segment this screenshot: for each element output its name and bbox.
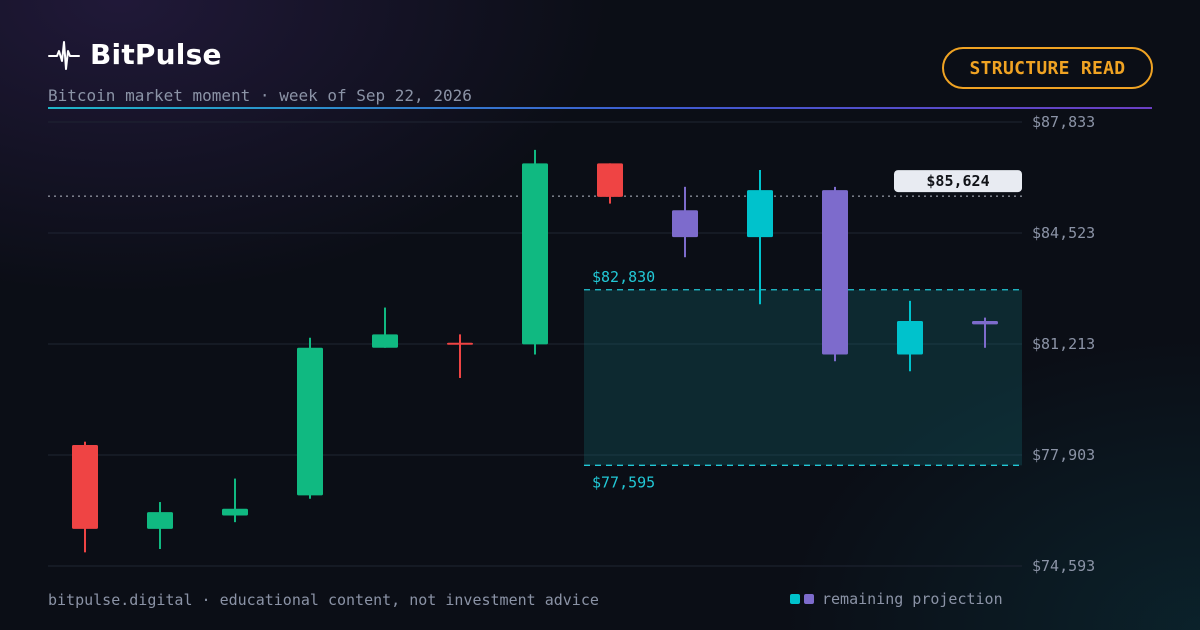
legend-label: remaining projection	[822, 590, 1003, 608]
pulse-icon	[48, 40, 80, 70]
structure-read-badge: STRUCTURE READ	[942, 47, 1153, 89]
current-price-tag	[894, 170, 1022, 193]
candles	[72, 149, 998, 553]
legend-swatch-teal	[790, 594, 800, 604]
current-price-label: $85,624	[926, 172, 989, 190]
zone-upper-label: $82,830	[592, 268, 655, 286]
candle-body	[147, 512, 173, 529]
candle-body	[672, 210, 698, 238]
candle-body	[297, 347, 323, 496]
y-tick-label: $77,903	[1032, 446, 1095, 464]
zone-lower-label: $77,595	[592, 473, 655, 491]
header-divider	[48, 107, 1152, 109]
candle-body	[597, 163, 623, 197]
candle-body	[897, 320, 923, 355]
subtitle: Bitcoin market moment · week of Sep 22, …	[48, 86, 472, 105]
candle-body	[222, 508, 248, 516]
candle-body	[372, 334, 398, 348]
legend: remaining projection	[790, 590, 1003, 608]
candle-body	[822, 190, 848, 355]
y-tick-label: $87,833	[1032, 113, 1095, 131]
candle-body	[72, 445, 98, 529]
y-tick-label: $84,523	[1032, 224, 1095, 242]
candle-body	[747, 190, 773, 238]
legend-swatch-purple	[804, 594, 814, 604]
candle-body	[447, 342, 473, 345]
projection-zone-fill	[584, 289, 1022, 466]
grid-lines	[48, 121, 1022, 567]
candle-body	[522, 163, 548, 345]
candle-body	[972, 320, 998, 325]
price-labels: $87,833 $84,523 $81,213 $77,903 $74,593 $82,8…	[592, 113, 1095, 575]
y-tick-label: $81,213	[1032, 335, 1095, 353]
brand-name: BitPulse	[90, 38, 222, 71]
brand: BitPulse	[48, 38, 222, 71]
projection-zone	[584, 289, 1022, 466]
footer-disclaimer: bitpulse.digital · educational content, …	[48, 591, 599, 609]
y-tick-label: $74,593	[1032, 557, 1095, 575]
